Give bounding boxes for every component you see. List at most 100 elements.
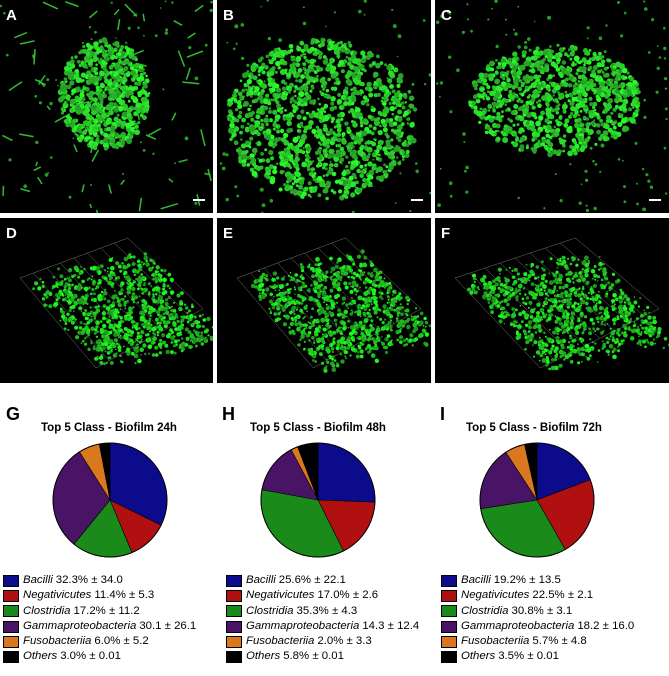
legend-value: 2.0% ± 3.3 <box>317 635 372 648</box>
pie-slice-clostridia-2 <box>480 499 566 558</box>
pie-slice-fusobacteriia-2 <box>505 444 538 501</box>
legend-item-gammaproteobacteria: Gammaproteobacteria 30.1 ± 26.1 <box>3 619 196 634</box>
render-3d-panel-f: F <box>435 218 669 383</box>
legend-item-bacilli: Bacilli 25.6% ± 22.1 <box>226 573 419 588</box>
pie-slice-bacilli-1 <box>317 442 376 503</box>
legend-label: Gammaproteobacteria <box>246 619 360 632</box>
render-3d-panel-d: D <box>0 218 213 383</box>
legend-swatch <box>3 605 19 618</box>
panel-label-i: I <box>440 404 446 424</box>
legend-label: Negativicutes <box>23 589 92 602</box>
render-3d-panel-e: E <box>217 218 431 383</box>
pie-outline-2 <box>479 442 595 558</box>
legend-item-others: Others 5.8% ± 0.01 <box>226 649 419 664</box>
legend-label: Fusobacteriia <box>246 635 315 648</box>
legend-item-clostridia: Clostridia 35.3% ± 4.3 <box>226 604 419 619</box>
legend-72h: Bacilli 19.2% ± 13.5 Negativicutes 22.5% ± … <box>441 573 634 665</box>
legend-item-fusobacteriia: Fusobacteriia 6.0% ± 5.2 <box>3 634 196 649</box>
legend-item-clostridia: Clostridia 17.2% ± 11.2 <box>3 604 196 619</box>
pie-slice-others-0 <box>98 442 111 501</box>
legend-24h: Bacilli 32.3% ± 34.0 Negativicutes 11.4% ± … <box>3 573 196 665</box>
pie-slice-bacilli-2 <box>536 442 591 501</box>
legend-swatch <box>3 620 19 633</box>
legend-label: Gammaproteobacteria <box>461 619 575 632</box>
panel-label-d: D <box>6 225 17 242</box>
pie-slice-negativicutes-2 <box>536 479 595 550</box>
legend-swatch <box>441 620 457 633</box>
legend-swatch <box>226 635 242 648</box>
legend-value: 18.2 ± 16.0 <box>577 619 635 632</box>
legend-label: Fusobacteriia <box>461 635 530 648</box>
legend-value: 17.0% ± 2.6 <box>317 589 379 602</box>
micrograph-b-image <box>219 0 431 213</box>
panel-label-g: G <box>6 404 21 424</box>
legend-swatch <box>226 651 242 664</box>
legend-item-others: Others 3.0% ± 0.01 <box>3 649 196 664</box>
micrograph-panel-a: A <box>0 0 213 213</box>
legend-value: 3.0% ± 0.01 <box>60 650 121 663</box>
legend-label: Negativicutes <box>246 589 315 602</box>
pie-slice-fusobacteriia-1 <box>290 446 319 501</box>
legend-item-negativicutes: Negativicutes 17.0% ± 2.6 <box>226 588 419 603</box>
legend-value: 6.0% ± 5.2 <box>94 635 149 648</box>
legend-item-others: Others 3.5% ± 0.01 <box>441 649 634 664</box>
legend-label: Fusobacteriia <box>23 635 92 648</box>
legend-label: Bacilli <box>246 574 276 586</box>
legend-swatch <box>3 589 19 602</box>
micrograph-panel-b: B <box>217 0 431 213</box>
pie-outline-1 <box>260 442 376 558</box>
legend-label: Clostridia <box>246 604 294 617</box>
legend-item-gammaproteobacteria: Gammaproteobacteria 18.2 ± 16.0 <box>441 619 634 634</box>
pie-title-48h: Top 5 Class - Biofilm 48h <box>250 422 386 434</box>
legend-swatch <box>441 589 457 602</box>
legend-label: Gammaproteobacteria <box>23 619 137 632</box>
legend-value: 5.7% ± 4.8 <box>532 635 587 648</box>
pie-slice-gammaproteobacteria-0 <box>52 451 111 545</box>
micrograph-c-image <box>436 0 668 213</box>
pie-slice-bacilli-0 <box>109 442 168 526</box>
legend-value: 25.6% ± 22.1 <box>278 574 346 586</box>
panel-label-e: E <box>223 225 234 242</box>
legend-label: Clostridia <box>23 604 71 617</box>
legend-swatch <box>441 605 457 618</box>
legend-swatch <box>3 635 19 648</box>
legend-swatch <box>3 574 19 587</box>
legend-item-clostridia: Clostridia 30.8% ± 3.1 <box>441 604 634 619</box>
micrograph-panel-c: C <box>435 0 669 213</box>
legend-swatch <box>226 605 242 618</box>
pie-slice-gammaproteobacteria-1 <box>261 449 319 501</box>
legend-label: Others <box>23 650 58 663</box>
panel-label-f: F <box>441 225 451 242</box>
legend-item-negativicutes: Negativicutes 22.5% ± 2.1 <box>441 588 634 603</box>
legend-value: 30.8% ± 3.1 <box>511 604 573 617</box>
legend-value: 32.3% ± 34.0 <box>55 574 123 586</box>
legend-label: Others <box>246 650 281 663</box>
legend-swatch <box>441 635 457 648</box>
render-3d-f-image <box>454 237 669 371</box>
render-3d-d-image <box>19 237 213 369</box>
panel-label-h: H <box>222 404 235 424</box>
pie-slice-others-1 <box>297 442 319 501</box>
legend-label: Negativicutes <box>461 589 530 602</box>
legend-item-fusobacteriia: Fusobacteriia 5.7% ± 4.8 <box>441 634 634 649</box>
legend-item-negativicutes: Negativicutes 11.4% ± 5.3 <box>3 588 196 603</box>
pie-slice-others-2 <box>524 442 538 501</box>
legend-value: 5.8% ± 0.01 <box>283 650 344 663</box>
legend-swatch <box>226 589 242 602</box>
legend-swatch <box>226 620 242 633</box>
pie-title-24h: Top 5 Class - Biofilm 24h <box>41 422 177 434</box>
legend-item-bacilli: Bacilli 32.3% ± 34.0 <box>3 573 196 588</box>
legend-swatch <box>226 574 242 587</box>
legend-value: 11.4% ± 5.3 <box>94 589 155 602</box>
render-3d-e-image <box>236 237 431 373</box>
legend-value: 17.2% ± 11.2 <box>73 604 140 617</box>
pie-slice-negativicutes-0 <box>109 499 162 553</box>
legend-48h: Bacilli 25.6% ± 22.1 Negativicutes 17.0% ± … <box>226 573 419 665</box>
legend-label: Bacilli <box>461 574 491 586</box>
legend-item-fusobacteriia: Fusobacteriia 2.0% ± 3.3 <box>226 634 419 649</box>
pie-slice-negativicutes-1 <box>317 499 376 552</box>
legend-value: 22.5% ± 2.1 <box>532 589 594 602</box>
legend-label: Bacilli <box>23 574 53 586</box>
legend-swatch <box>441 651 457 664</box>
pie-slice-gammaproteobacteria-2 <box>479 451 538 510</box>
